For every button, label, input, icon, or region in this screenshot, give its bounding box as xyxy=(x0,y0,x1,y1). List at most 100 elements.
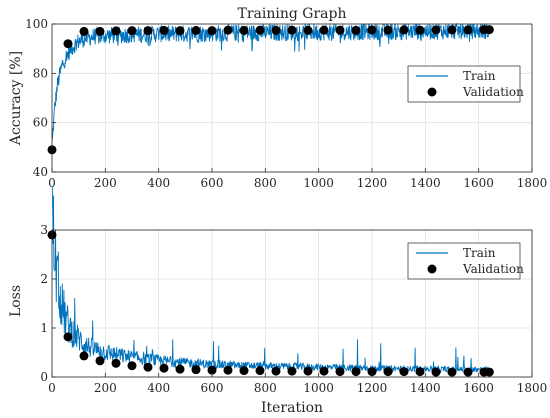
validation-point xyxy=(255,25,265,35)
x-tick-label: 1800 xyxy=(517,176,548,190)
validation-point xyxy=(303,25,313,35)
validation-point xyxy=(399,25,409,35)
validation-point xyxy=(367,367,377,377)
legend-validation-swatch xyxy=(427,87,437,97)
validation-point xyxy=(223,365,233,375)
train-series-line xyxy=(51,22,490,140)
x-tick-label: 1600 xyxy=(463,176,494,190)
legend-entry-label: Validation xyxy=(462,262,524,276)
validation-point xyxy=(367,25,377,35)
validation-point xyxy=(415,25,425,35)
validation-point xyxy=(191,365,201,375)
validation-point xyxy=(383,25,393,35)
validation-point xyxy=(463,367,473,377)
legend: Train Validation xyxy=(407,242,524,280)
y-tick-label: 80 xyxy=(33,66,48,80)
legend: Train Validation xyxy=(407,65,524,103)
validation-point xyxy=(239,366,249,376)
validation-point xyxy=(383,367,393,377)
validation-point xyxy=(431,25,441,35)
validation-point xyxy=(399,367,409,377)
validation-point xyxy=(447,367,457,377)
validation-point xyxy=(143,362,153,372)
validation-point xyxy=(351,25,361,35)
validation-point xyxy=(303,366,313,376)
x-tick-label: 600 xyxy=(201,176,224,190)
validation-point xyxy=(335,25,345,35)
legend-box xyxy=(407,242,521,280)
x-tick-label: 1200 xyxy=(357,176,388,190)
validation-point xyxy=(335,367,345,377)
legend-box xyxy=(407,65,521,103)
validation-point xyxy=(431,367,441,377)
x-tick-label: 400 xyxy=(147,176,170,190)
x-tick-label: 1400 xyxy=(410,381,441,395)
legend-validation-swatch xyxy=(427,264,437,274)
x-axis-label: Iteration xyxy=(261,400,323,416)
y-tick-label: 0 xyxy=(40,370,48,384)
validation-point xyxy=(463,25,473,35)
validation-point xyxy=(484,367,494,377)
validation-point xyxy=(271,366,281,376)
x-tick-label: 1600 xyxy=(463,381,494,395)
x-tick-label: 1400 xyxy=(410,176,441,190)
axes-frame xyxy=(51,23,533,173)
validation-point xyxy=(175,26,185,36)
validation-point xyxy=(255,366,265,376)
x-tick-label: 200 xyxy=(94,381,117,395)
validation-point xyxy=(127,361,137,371)
x-tick-label: 1000 xyxy=(303,176,334,190)
y-tick-label: 2 xyxy=(40,272,48,286)
figure-title: Training Graph xyxy=(238,6,347,22)
validation-point xyxy=(287,366,297,376)
validation-point xyxy=(351,367,361,377)
y-tick-label: 3 xyxy=(40,223,48,237)
validation-point xyxy=(415,367,425,377)
validation-point xyxy=(95,26,105,36)
validation-point xyxy=(79,351,89,361)
validation-point xyxy=(95,356,105,366)
x-tick-label: 1200 xyxy=(357,381,388,395)
validation-point xyxy=(239,25,249,35)
validation-point xyxy=(207,26,217,36)
validation-point xyxy=(223,25,233,35)
validation-point xyxy=(63,332,73,342)
loss-axis-label: Loss xyxy=(8,285,24,317)
validation-point xyxy=(447,25,457,35)
accuracy-panel: 0 200 400 600 800 1000 1200 1400 1600 1800 40 60 80 1… xyxy=(25,17,547,190)
validation-point xyxy=(159,363,169,373)
legend-entry-label: Validation xyxy=(462,85,524,99)
y-tick-label: 40 xyxy=(33,165,48,179)
y-tick-label: 60 xyxy=(33,116,48,130)
legend-entry-label: Train xyxy=(463,69,496,83)
validation-point xyxy=(319,25,329,35)
x-tick-label: 1800 xyxy=(517,381,548,395)
legend-entry-label: Train xyxy=(463,246,496,260)
validation-point xyxy=(319,366,329,376)
x-tick-label: 600 xyxy=(201,381,224,395)
validation-point xyxy=(111,358,121,368)
y-tick-label: 1 xyxy=(40,321,48,335)
train-series-line xyxy=(51,185,490,374)
validation-point xyxy=(191,25,201,35)
x-tick-label: 400 xyxy=(147,381,170,395)
validation-point xyxy=(63,39,73,49)
loss-panel: 0 200 400 600 800 1000 1200 1400 1600 1800 0 1 2 3 Tra… xyxy=(40,185,548,395)
validation-point xyxy=(111,26,121,36)
validation-point xyxy=(287,25,297,35)
validation-point xyxy=(271,25,281,35)
validation-point xyxy=(159,25,169,35)
y-tick-label: 100 xyxy=(25,17,48,31)
validation-point xyxy=(207,365,217,375)
x-tick-label: 1000 xyxy=(303,381,334,395)
x-tick-label: 800 xyxy=(254,381,277,395)
validation-point xyxy=(127,26,137,36)
validation-point xyxy=(484,25,494,35)
x-tick-label: 0 xyxy=(48,381,56,395)
x-tick-label: 0 xyxy=(48,176,56,190)
validation-point xyxy=(79,26,89,36)
validation-point xyxy=(143,26,153,36)
axes-frame xyxy=(51,229,533,378)
x-tick-label: 800 xyxy=(254,176,277,190)
